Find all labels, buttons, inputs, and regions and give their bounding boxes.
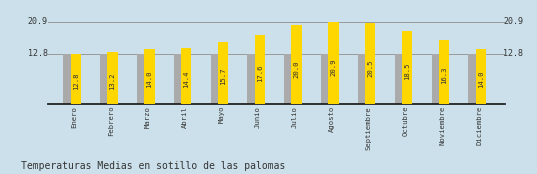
Bar	[248, 54, 258, 104]
Text: 15.7: 15.7	[220, 68, 226, 85]
Bar	[63, 54, 74, 104]
Bar	[365, 23, 375, 104]
Bar	[218, 42, 228, 104]
Bar	[358, 54, 368, 104]
Bar	[468, 54, 478, 104]
Bar	[328, 22, 339, 104]
Bar	[439, 40, 449, 104]
Bar	[181, 48, 191, 104]
Bar	[100, 54, 111, 104]
Text: 17.6: 17.6	[257, 64, 263, 82]
Text: 20.5: 20.5	[367, 59, 373, 77]
Text: Temperaturas Medias en sotillo de las palomas: Temperaturas Medias en sotillo de las pa…	[21, 161, 286, 171]
Bar	[292, 25, 302, 104]
Bar	[211, 54, 221, 104]
Bar	[284, 54, 295, 104]
Text: 20.9: 20.9	[27, 17, 48, 26]
Bar	[321, 54, 331, 104]
Bar	[395, 54, 405, 104]
Bar	[432, 54, 442, 104]
Text: 13.2: 13.2	[110, 72, 115, 90]
Bar	[174, 54, 184, 104]
Text: 20.9: 20.9	[330, 58, 336, 76]
Bar	[144, 49, 155, 104]
Bar	[70, 54, 81, 104]
Text: 16.3: 16.3	[441, 67, 447, 84]
Text: 14.0: 14.0	[478, 71, 484, 88]
Text: 14.4: 14.4	[183, 70, 189, 88]
Text: 18.5: 18.5	[404, 63, 410, 80]
Bar	[255, 35, 265, 104]
Bar	[107, 52, 118, 104]
Bar	[476, 49, 486, 104]
Text: 20.9: 20.9	[503, 17, 523, 26]
Text: 12.8: 12.8	[72, 73, 79, 90]
Text: 20.0: 20.0	[294, 60, 300, 78]
Text: 14.0: 14.0	[147, 71, 153, 88]
Text: 12.8: 12.8	[27, 49, 48, 58]
Bar	[402, 31, 412, 104]
Bar	[137, 54, 147, 104]
Text: 12.8: 12.8	[503, 49, 523, 58]
